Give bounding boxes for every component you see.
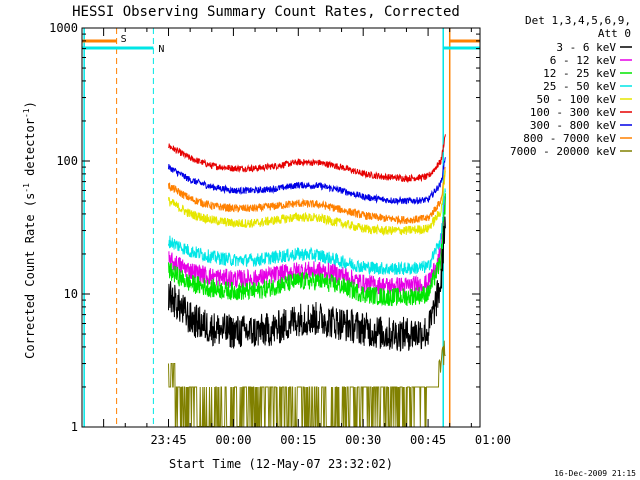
series-line bbox=[168, 216, 446, 352]
legend-entry-label: 100 - 300 keV bbox=[530, 106, 616, 119]
time-markers: SN bbox=[82, 28, 480, 427]
x-tick-label: 00:30 bbox=[345, 433, 381, 447]
x-tick-label: 23:45 bbox=[150, 433, 186, 447]
y-tick-label: 1000 bbox=[49, 21, 78, 35]
y-axis-label: Corrected Count Rate (s-1 detector-1) bbox=[22, 101, 37, 359]
series-line bbox=[168, 157, 446, 206]
night-marker-label: N bbox=[158, 44, 164, 55]
legend-entry-label: 25 - 50 keV bbox=[543, 80, 616, 93]
series-line bbox=[168, 188, 446, 276]
y-axis-label-end: ) bbox=[23, 101, 37, 108]
series-layer bbox=[168, 134, 446, 427]
y-axis-label-mid: detector bbox=[23, 118, 37, 183]
series-line bbox=[168, 340, 446, 427]
legend-entry-label: 6 - 12 keV bbox=[550, 54, 617, 67]
plot-frame bbox=[81, 27, 481, 428]
chart-title: HESSI Observing Summary Count Rates, Cor… bbox=[72, 4, 460, 20]
legend-entry-label: 3 - 6 keV bbox=[556, 41, 616, 54]
y-tick-label: 10 bbox=[64, 287, 78, 301]
legend-entry-label: 50 - 100 keV bbox=[537, 93, 617, 106]
series-line bbox=[168, 166, 446, 225]
legend-entry-label: 7000 - 20000 keV bbox=[510, 145, 616, 158]
x-axis-label: Start Time (12-May-07 23:32:02) bbox=[169, 457, 393, 471]
legend-entry-label: 12 - 25 keV bbox=[543, 67, 616, 80]
legend-header-line1: Det 1,3,4,5,6,9, bbox=[525, 14, 631, 27]
y-axis-ticks: 1 10 100 1000 bbox=[49, 21, 480, 434]
series-line bbox=[168, 193, 446, 307]
series-line bbox=[168, 170, 446, 237]
x-tick-label: 01:00 bbox=[475, 433, 511, 447]
y-axis-label-main: Corrected Count Rate (s bbox=[23, 193, 37, 359]
x-tick-label: 00:00 bbox=[215, 433, 251, 447]
legend-entry-label: 300 - 800 keV bbox=[530, 119, 616, 132]
y-axis-label-sup1: -1 bbox=[22, 183, 31, 193]
legend-header-line2: Att 0 bbox=[598, 27, 631, 40]
legend-entry-label: 800 - 7000 keV bbox=[523, 132, 616, 145]
x-axis-ticks: 23:45 00:00 00:15 00:30 00:45 01:00 bbox=[103, 28, 511, 447]
y-axis-label-sup2: -1 bbox=[22, 108, 31, 118]
x-tick-label: 00:15 bbox=[280, 433, 316, 447]
x-tick-label: 00:45 bbox=[410, 433, 446, 447]
y-tick-label: 100 bbox=[56, 154, 78, 168]
render-timestamp: 16-Dec-2009 21:15 bbox=[554, 469, 636, 478]
saa-marker-label: S bbox=[121, 34, 127, 45]
series-line bbox=[168, 196, 446, 295]
series-line bbox=[168, 134, 446, 184]
y-tick-label: 1 bbox=[71, 420, 78, 434]
